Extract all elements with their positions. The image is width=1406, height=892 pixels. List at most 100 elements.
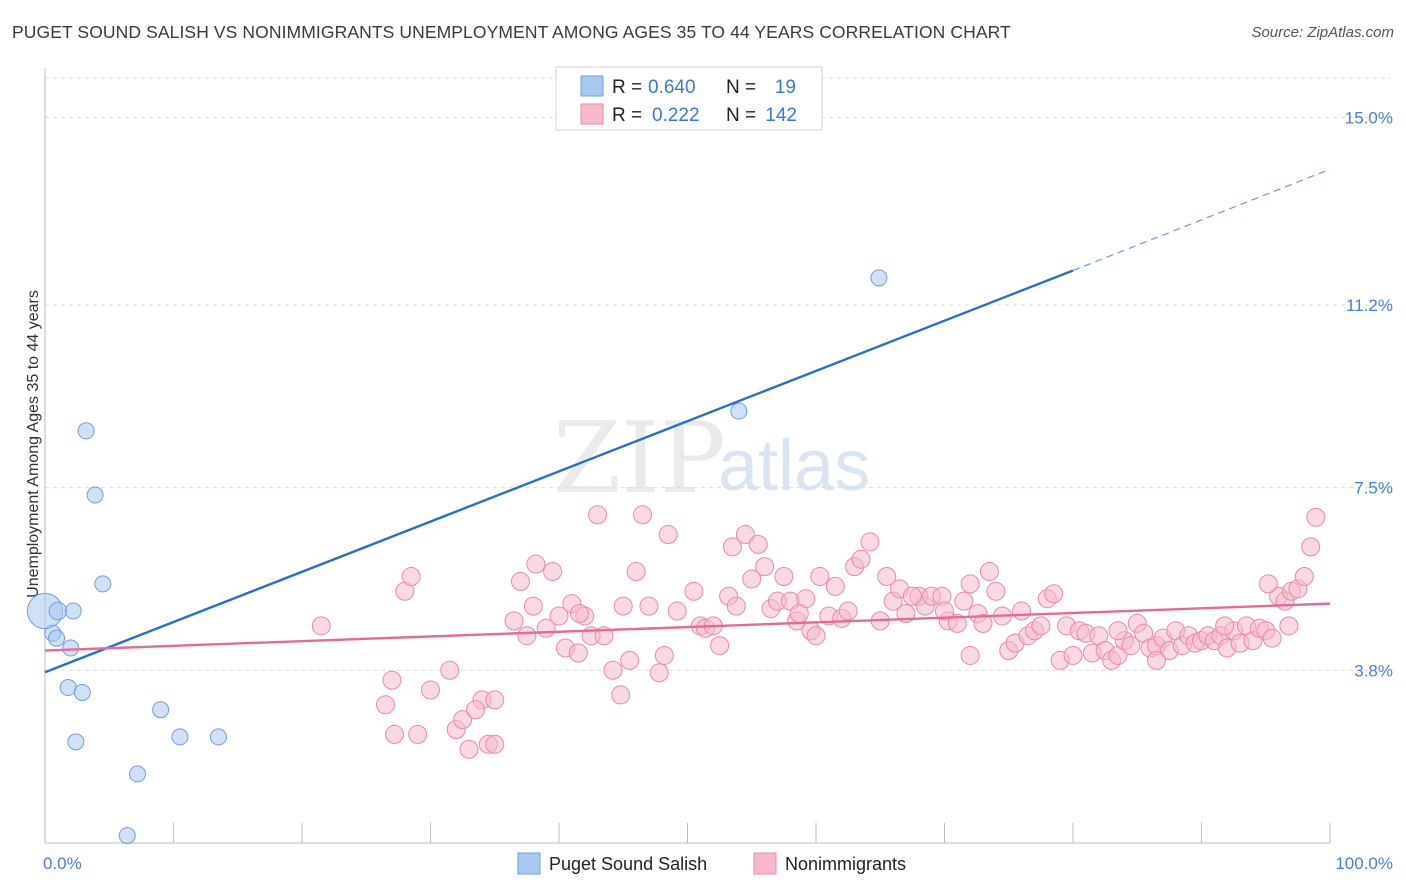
nonimmigrant-point-141 xyxy=(633,505,653,525)
nonimmigrant-point-20 xyxy=(526,554,546,574)
nonimmigrant-point-144 xyxy=(459,739,479,759)
legend-n-value-blue: 19 xyxy=(775,77,796,98)
nonimmigrant-point-47 xyxy=(748,534,768,554)
nonimmigrant-point-145 xyxy=(568,643,588,663)
nonimmigrant-point-17 xyxy=(523,596,543,616)
puget-sound-salish-points xyxy=(26,269,888,845)
nonimmigrant-point-143 xyxy=(485,734,505,754)
salish-point-9 xyxy=(59,679,77,697)
trend-lines xyxy=(44,168,1331,674)
legend-swatch-blue xyxy=(580,75,604,97)
nonimmigrant-point-138 xyxy=(838,601,858,621)
y-axis-label: Unemployment Among Ages 35 to 44 years xyxy=(25,290,42,598)
nonimmigrant-point-14 xyxy=(485,690,505,710)
nonimmigrant-point-0 xyxy=(311,616,331,636)
nonimmigrant-point-16 xyxy=(510,571,530,591)
nonimmigrant-point-21 xyxy=(549,606,569,626)
salish-point-10 xyxy=(73,683,91,701)
series-legend-label-pink: Nonimmigrants xyxy=(785,854,906,874)
legend-n-value-pink: 142 xyxy=(765,105,797,126)
watermark-zip: ZIP xyxy=(553,402,726,516)
nonimmigrant-point-139 xyxy=(806,626,826,646)
series-legend-label-blue: Puget Sound Salish xyxy=(549,854,707,874)
nonimmigrant-point-44 xyxy=(722,537,742,557)
series-legend-swatch-blue xyxy=(517,852,541,875)
nonimmigrant-point-12 xyxy=(453,710,473,730)
salish-point-14 xyxy=(209,728,227,746)
nonimmigrant-point-29 xyxy=(611,685,631,705)
nonimmigrant-point-36 xyxy=(658,525,678,545)
nonimmigrant-point-135 xyxy=(960,645,980,665)
nonimmigrant-point-147 xyxy=(543,562,563,582)
nonimmigrant-point-133 xyxy=(1063,645,1083,665)
axes xyxy=(44,68,1331,844)
nonimmigrant-point-87 xyxy=(1044,584,1064,604)
nonimmigrant-point-8 xyxy=(440,660,460,680)
nonimmigrant-point-62 xyxy=(860,532,880,552)
salish-point-16 xyxy=(118,827,136,845)
nonimmigrant-point-137 xyxy=(902,586,922,606)
y-tick-label-3: 15.0% xyxy=(1345,108,1393,127)
nonimmigrant-trend-line xyxy=(44,602,1331,652)
nonimmigrant-point-41 xyxy=(710,636,730,656)
nonimmigrant-point-18 xyxy=(517,626,537,646)
nonimmigrant-point-75 xyxy=(960,574,980,594)
nonimmigrant-point-130 xyxy=(1215,616,1235,636)
salish-point-4 xyxy=(48,629,66,647)
nonimmigrant-point-34 xyxy=(654,645,674,665)
nonimmigrant-point-126 xyxy=(1301,537,1321,557)
nonimmigrant-point-31 xyxy=(626,562,646,582)
salish-point-5 xyxy=(62,639,80,657)
nonimmigrant-point-35 xyxy=(667,601,687,621)
nonimmigrant-point-28 xyxy=(603,660,623,680)
y-tick-labels: 3.8% 7.5% 11.2% 15.0% xyxy=(1345,108,1393,680)
salish-point-18 xyxy=(870,269,888,287)
watermark-atlas: atlas xyxy=(718,426,870,506)
nonimmigrant-point-136 xyxy=(935,601,954,621)
nonimmigrant-point-33 xyxy=(649,663,669,683)
y-tick-label-0: 3.8% xyxy=(1354,661,1393,680)
nonimmigrant-point-64 xyxy=(877,566,897,586)
legend-r-label-blue: R = xyxy=(612,77,642,98)
salish-point-6 xyxy=(77,422,95,440)
nonimmigrant-point-7 xyxy=(421,680,440,700)
nonimmigrant-point-4 xyxy=(401,566,421,586)
nonimmigrant-point-61 xyxy=(851,549,871,569)
salish-point-17 xyxy=(730,402,748,420)
legend-n-label-pink: N = xyxy=(726,105,756,126)
nonimmigrant-point-131 xyxy=(1147,650,1167,670)
legend-n-label-blue: N = xyxy=(726,77,756,98)
nonimmigrant-point-78 xyxy=(979,562,999,582)
nonimmigrant-point-15 xyxy=(504,611,524,631)
legend-r-value-blue: 0.640 xyxy=(648,77,696,98)
nonimmigrant-point-37 xyxy=(684,581,704,601)
nonimmigrant-point-120 xyxy=(1262,628,1282,648)
watermark: ZIP atlas xyxy=(553,402,870,516)
chart-title: PUGET SOUND SALISH VS NONIMMIGRANTS UNEM… xyxy=(12,22,1011,42)
x-tick-labels: 0.0% 100.0% xyxy=(43,854,1393,873)
nonimmigrant-point-128 xyxy=(1258,574,1278,594)
legend-swatch-pink xyxy=(580,103,604,125)
nonimmigrant-point-46 xyxy=(742,569,762,589)
nonimmigrant-point-6 xyxy=(408,724,428,744)
nonimmigrant-point-83 xyxy=(1012,601,1032,621)
salish-point-8 xyxy=(94,575,112,593)
salish-trend-extension xyxy=(1072,168,1331,272)
x-tick-label-0: 0.0% xyxy=(43,854,82,873)
x-tick-label-1: 100.0% xyxy=(1335,854,1393,873)
nonimmigrant-point-13 xyxy=(465,700,485,720)
nonimmigrant-point-56 xyxy=(810,566,830,586)
salish-trend-line xyxy=(44,269,1074,674)
salish-point-13 xyxy=(171,728,189,746)
nonimmigrant-point-129 xyxy=(1279,616,1299,636)
nonimmigrant-point-58 xyxy=(825,576,845,596)
salish-point-12 xyxy=(152,701,170,719)
nonimmigrant-point-132 xyxy=(1108,621,1128,641)
y-tick-label-1: 7.5% xyxy=(1354,479,1393,498)
nonimmigrant-point-98 xyxy=(1121,636,1141,656)
salish-point-2 xyxy=(64,602,82,620)
correlation-legend: R = 0.640 N = 19 R = 0.222 N = 142 xyxy=(555,66,823,131)
nonimmigrant-point-48 xyxy=(755,557,775,577)
legend-r-value-pink: 0.222 xyxy=(652,105,700,126)
